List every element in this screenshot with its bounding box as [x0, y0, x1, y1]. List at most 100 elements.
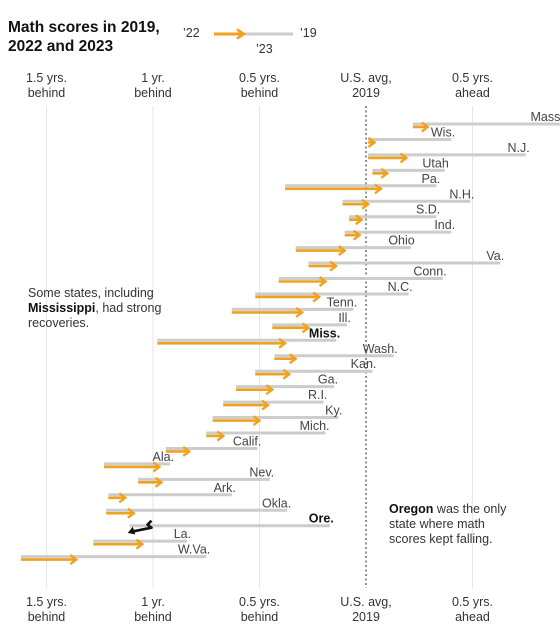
tick-label-top-2-line-1: 0.5 yrs.: [239, 71, 280, 85]
arrow-head-n-h: [361, 198, 371, 210]
state-label-ark: Ark.: [214, 481, 236, 495]
state-label-wash: Wash.: [363, 342, 398, 356]
annotation-ore-line-2: state where math: [389, 517, 485, 531]
annotation-miss-line-3: recoveries.: [28, 316, 89, 330]
state-label-s-d: S.D.: [416, 203, 440, 217]
arrow-head-va: [329, 260, 339, 272]
state-label-ore: Ore.: [309, 512, 334, 526]
annotation-ore-line-3: scores kept falling.: [389, 532, 493, 546]
gridlines: [46, 106, 473, 588]
legend: ’22 ’19 ’23: [183, 26, 317, 56]
arrow-head-mass: [421, 121, 430, 133]
arrow-head-la: [135, 538, 145, 550]
tick-label-bottom-2-line-1: 0.5 yrs.: [239, 595, 280, 609]
legend-label-2022: ’22: [183, 26, 200, 40]
tick-label-top-0-line-2: behind: [28, 86, 66, 100]
tick-label-top-4-line-1: 0.5 yrs.: [452, 71, 493, 85]
state-label-n-j: N.J.: [508, 141, 530, 155]
arrow-head-ill: [301, 322, 311, 334]
state-label-tenn: Tenn.: [327, 295, 358, 309]
tick-label-bottom-3-line-1: U.S. avg,: [340, 595, 391, 609]
arrow-head-wash: [288, 353, 298, 365]
arrow-head-conn: [318, 276, 328, 287]
arrow-head-okla: [127, 507, 136, 519]
change-arrow-ore: [131, 519, 153, 533]
arrow-head-nev: [154, 476, 164, 488]
arrow-head-calif: [182, 445, 192, 457]
state-label-r-i: R.I.: [308, 388, 327, 402]
state-label-utah: Utah: [422, 156, 448, 170]
tick-label-top-3-line-2: 2019: [352, 86, 380, 100]
tick-label-bottom-1-line-1: 1 yr.: [141, 595, 165, 609]
arrow-head-ga: [265, 384, 275, 396]
annotation-ore-line-1: Oregon was the only: [389, 502, 507, 516]
arrow-head-pa: [374, 183, 383, 195]
state-label-ky: Ky.: [325, 404, 342, 418]
state-label-kan: Kan.: [351, 357, 377, 371]
arrow-head-s-d: [355, 214, 364, 226]
state-label-ill: Ill.: [338, 311, 351, 325]
tick-label-top-3-line-1: U.S. avg,: [340, 71, 391, 85]
state-label-calif: Calif.: [233, 434, 261, 448]
state-label-ohio: Ohio: [388, 234, 414, 248]
tick-label-top-2-line-2: behind: [241, 86, 279, 100]
tick-label-top-1-line-2: behind: [134, 86, 172, 100]
annotation-miss-line-2-rest: , had strong: [95, 301, 161, 315]
annotation-ore-line-1-rest: was the only: [433, 502, 507, 516]
legend-arrow-icon: [236, 28, 247, 40]
tick-label-bottom-4-line-1: 0.5 yrs.: [452, 595, 493, 609]
arrow-head-kan: [282, 368, 292, 380]
tick-label-bottom-1-line-2: behind: [134, 610, 172, 624]
state-label-mass: Mass.: [530, 110, 560, 124]
state-label-nev: Nev.: [249, 465, 274, 479]
state-label-la: La.: [174, 527, 191, 541]
arrow-head-ky: [252, 415, 262, 427]
arrow-head-utah: [380, 167, 390, 179]
legend-label-2023: ’23: [256, 42, 273, 56]
annotation-miss-line-2: Mississippi, had strong: [28, 301, 161, 315]
state-label-ga: Ga.: [318, 373, 338, 387]
arrow-head-ark: [118, 492, 128, 504]
state-label-okla: Okla.: [262, 496, 291, 510]
state-label-n-h: N.H.: [449, 187, 474, 201]
state-label-ind: Ind.: [434, 218, 455, 232]
arrow-head-n-c: [312, 291, 322, 303]
state-label-va: Va.: [486, 249, 504, 263]
annotation-miss-line-1: Some states, including: [28, 286, 154, 300]
arrow-head-miss: [278, 337, 288, 349]
tick-label-top-0-line-1: 1.5 yrs.: [26, 71, 67, 85]
tick-label-bottom-3-line-2: 2019: [352, 610, 380, 624]
arrow-head-ind: [352, 229, 362, 241]
annotation-ore-bold: Oregon: [389, 502, 433, 516]
chart-title-line-1: Math scores in 2019,: [8, 19, 160, 36]
state-label-mich: Mich.: [300, 419, 330, 433]
arrow-head-r-i: [261, 399, 271, 411]
state-label-w-va: W.Va.: [178, 543, 210, 557]
state-label-pa: Pa.: [422, 172, 441, 186]
arrow-head-n-j: [399, 152, 409, 164]
arrow-head-ore: [127, 526, 136, 535]
state-label-conn: Conn.: [413, 265, 446, 279]
tick-label-bottom-0-line-2: behind: [28, 610, 66, 624]
tick-label-bottom-0-line-1: 1.5 yrs.: [26, 595, 67, 609]
tick-label-top-1-line-1: 1 yr.: [141, 71, 165, 85]
arrow-head-mich: [216, 430, 226, 442]
state-label-n-c: N.C.: [388, 280, 413, 294]
state-label-ala: Ala.: [152, 450, 174, 464]
arrow-head-ohio: [337, 245, 347, 257]
annotation-miss-bold: Mississippi: [28, 301, 95, 315]
tick-label-bottom-4-line-2: ahead: [455, 610, 490, 624]
state-bars: Mass. Wis. N.J. Utah Pa. N.H. S.D.Ind. Ohio Va. C…: [20, 110, 560, 566]
arrow-head-wis: [367, 136, 377, 148]
tick-label-bottom-2-line-2: behind: [241, 610, 279, 624]
arrow-head-ala: [152, 461, 162, 473]
arrow-head-tenn: [295, 306, 305, 318]
legend-label-2019: ’19: [300, 26, 317, 40]
annotation-mississippi: Some states, including Mississippi, had …: [28, 286, 161, 330]
tick-label-top-4-line-2: ahead: [455, 86, 490, 100]
annotation-oregon: Oregon was the only state where math sco…: [389, 502, 507, 546]
state-label-miss: Miss.: [309, 326, 340, 340]
